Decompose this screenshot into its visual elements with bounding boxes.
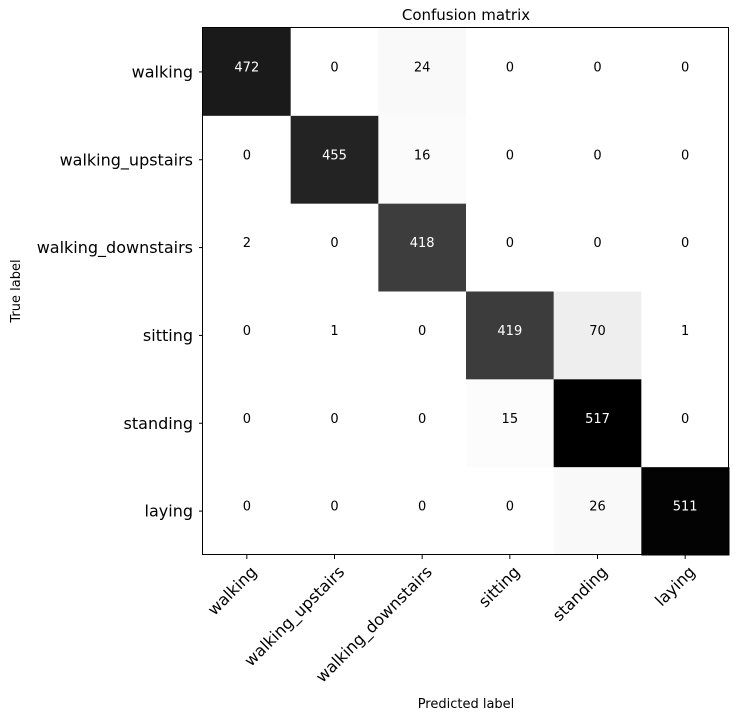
cell-value-r5-c4: 26 xyxy=(589,500,606,515)
cell-value-r3-c5: 1 xyxy=(681,324,689,339)
heatmap-cell-r0-c3 xyxy=(466,28,555,117)
heatmap-cell-r0-c4 xyxy=(553,28,642,117)
x-axis-label: Predicted label xyxy=(418,697,515,712)
heatmap-cell-r1-c4 xyxy=(553,115,642,205)
cell-value-r2-c1: 0 xyxy=(330,236,338,251)
heatmap-cell-r4-c3 xyxy=(466,379,555,468)
cell-value-r1-c2: 16 xyxy=(414,148,431,163)
heatmap-cell-r1-c3 xyxy=(466,115,555,205)
heatmap-cell-r3-c0 xyxy=(203,291,292,380)
cell-value-r3-c4: 70 xyxy=(589,324,606,339)
heatmap-cell-r1-c0 xyxy=(203,115,292,205)
heatmap-cell-r2-c3 xyxy=(466,203,555,292)
heatmap-cell-labels: 472 0 24 0 0 0 0 455 16 0 0 0 2 0 418 0 0 0 0 1 0 419 70 1 0 0 0 15… xyxy=(234,60,697,514)
heatmap-cell-r4-c0 xyxy=(203,379,292,468)
cell-value-r5-c3: 0 xyxy=(506,500,514,515)
y-tick-label-walking_upstairs: walking_upstairs xyxy=(60,150,193,170)
heatmap-cell-r3-c1 xyxy=(290,291,379,380)
y-axis-label: True label xyxy=(9,259,24,323)
y-axis-ticks: walking walking_upstairs walking_downstair… xyxy=(37,62,203,521)
y-tick-label-walking: walking xyxy=(132,62,193,81)
x-tick-label-walking: walking xyxy=(204,562,261,619)
x-axis-ticks: walkingwalking_upstairswalking_downstair… xyxy=(204,555,699,687)
cell-value-r4-c3: 15 xyxy=(502,412,519,427)
heatmap-cell-r4-c2 xyxy=(378,379,467,468)
heatmap-cell-r2-c1 xyxy=(290,203,379,292)
x-tick-label-sitting: sitting xyxy=(475,562,524,611)
cell-value-r0-c5: 0 xyxy=(681,60,689,75)
y-tick-label-laying: laying xyxy=(145,502,193,521)
cell-value-r1-c0: 0 xyxy=(243,148,251,163)
cell-value-r0-c3: 0 xyxy=(506,60,514,75)
x-tick-label-standing: standing xyxy=(549,562,612,625)
x-tick-label-laying: laying xyxy=(651,562,699,610)
heatmap-cell-r5-c0 xyxy=(203,467,292,556)
cell-value-r4-c1: 0 xyxy=(330,412,338,427)
plot-frame xyxy=(202,27,729,555)
cell-value-r5-c0: 0 xyxy=(243,500,251,515)
cell-value-r0-c1: 0 xyxy=(330,60,338,75)
cell-value-r4-c2: 0 xyxy=(418,412,426,427)
heatmap-cell-r0-c1 xyxy=(290,28,379,117)
y-tick-label-walking_downstairs: walking_downstairs xyxy=(37,238,193,258)
heatmap-cell-r1-c5 xyxy=(641,115,730,205)
heatmap-cell-r2-c0 xyxy=(203,203,292,292)
heatmap-cell-r1-c1 xyxy=(290,115,379,205)
cell-value-r4-c4: 517 xyxy=(585,412,610,427)
chart-title: Confusion matrix xyxy=(402,6,530,24)
heatmap-cell-r5-c5 xyxy=(641,467,730,556)
cell-value-r1-c3: 0 xyxy=(506,148,514,163)
heatmap-cell-r4-c4 xyxy=(553,379,642,468)
y-tick-label-standing: standing xyxy=(124,414,193,433)
heatmap-cells xyxy=(203,28,730,556)
cell-value-r3-c1: 1 xyxy=(330,324,338,339)
heatmap-cell-r0-c5 xyxy=(641,28,730,117)
cell-value-r3-c2: 0 xyxy=(418,324,426,339)
cell-value-r4-c0: 0 xyxy=(243,412,251,427)
cell-value-r0-c4: 0 xyxy=(593,60,601,75)
heatmap-cell-r3-c3 xyxy=(466,291,555,380)
heatmap-cell-r4-c1 xyxy=(290,379,379,468)
y-tick-label-sitting: sitting xyxy=(143,326,193,345)
heatmap-cell-r2-c2 xyxy=(378,203,467,292)
cell-value-r0-c2: 24 xyxy=(414,60,431,75)
cell-value-r2-c0: 2 xyxy=(243,236,251,251)
cell-value-r1-c1: 455 xyxy=(322,148,347,163)
heatmap-cell-r5-c1 xyxy=(290,467,379,556)
cell-value-r0-c0: 472 xyxy=(234,60,259,75)
cell-value-r3-c3: 419 xyxy=(497,324,522,339)
cell-value-r2-c4: 0 xyxy=(593,236,601,251)
cell-value-r2-c3: 0 xyxy=(506,236,514,251)
heatmap-cell-r2-c5 xyxy=(641,203,730,292)
cell-value-r5-c2: 0 xyxy=(418,500,426,515)
heatmap-cell-r3-c5 xyxy=(641,291,730,380)
heatmap-cell-r3-c2 xyxy=(378,291,467,380)
heatmap-cell-r5-c4 xyxy=(553,467,642,556)
heatmap-cell-r1-c2 xyxy=(378,115,467,205)
cell-value-r1-c5: 0 xyxy=(681,148,689,163)
heatmap-cell-r0-c0 xyxy=(203,28,292,117)
heatmap-cell-r0-c2 xyxy=(378,28,467,117)
cell-value-r3-c0: 0 xyxy=(243,324,251,339)
cell-value-r2-c2: 418 xyxy=(410,236,435,251)
cell-value-r4-c5: 0 xyxy=(681,412,689,427)
heatmap-cell-r5-c3 xyxy=(466,467,555,556)
heatmap-cell-r5-c2 xyxy=(378,467,467,556)
cell-value-r5-c5: 511 xyxy=(673,500,698,515)
heatmap-cell-r3-c4 xyxy=(553,291,642,380)
heatmap-cell-r4-c5 xyxy=(641,379,730,468)
cell-value-r2-c5: 0 xyxy=(681,236,689,251)
cell-value-r5-c1: 0 xyxy=(330,500,338,515)
cell-value-r1-c4: 0 xyxy=(593,148,601,163)
heatmap-cell-r2-c4 xyxy=(553,203,642,292)
